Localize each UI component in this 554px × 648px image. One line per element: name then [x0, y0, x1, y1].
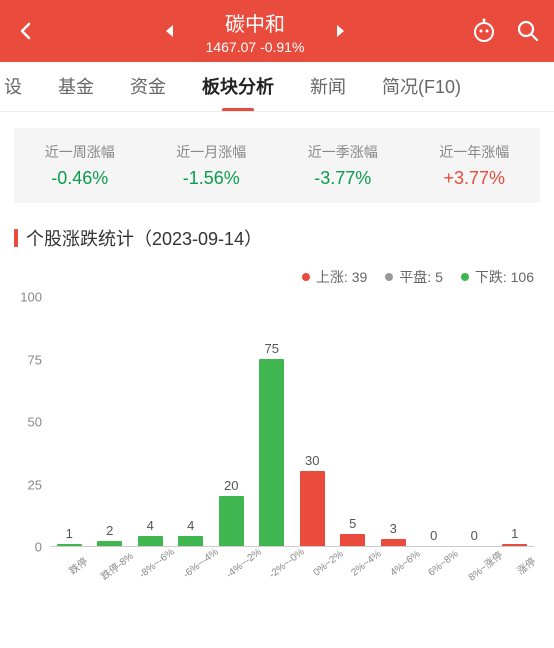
- y-axis: 0255075100: [10, 297, 46, 547]
- bar-value-label: 20: [224, 478, 238, 493]
- chart-legend: 上涨: 39 平盘: 5 下跌: 106: [0, 267, 554, 297]
- distribution-chart: 0255075100 124420753053001 跌停跌停-8%-8%~-6…: [0, 297, 554, 597]
- robot-icon[interactable]: [470, 17, 498, 45]
- bar-value-label: 75: [265, 341, 279, 356]
- x-label-8: 4%~6%: [382, 542, 425, 583]
- bar-value-label: 30: [305, 453, 319, 468]
- y-tick: 100: [20, 290, 42, 305]
- bar: [178, 536, 203, 546]
- bar-col-7: 5: [334, 516, 373, 547]
- x-label-0: 跌停: [54, 542, 97, 583]
- period-stats-row: 近一周涨幅-0.46%近一月涨幅-1.56%近一季涨幅-3.77%近一年涨幅+3…: [14, 128, 540, 203]
- x-label-10: 8%~涨停: [460, 541, 506, 584]
- tab-partial[interactable]: 设: [0, 62, 40, 112]
- period-stat-3: 近一年涨幅+3.77%: [409, 142, 541, 189]
- next-icon[interactable]: [326, 17, 354, 45]
- y-tick: 50: [28, 415, 42, 430]
- back-icon[interactable]: [12, 17, 40, 45]
- legend-down: 下跌: 106: [461, 267, 534, 287]
- bar-value-label: 3: [390, 521, 397, 536]
- x-axis-labels: 跌停跌停-8%-8%~-6%-6%~-4%-4%~-2%-2%~-0%0%~2%…: [50, 553, 534, 576]
- period-stat-2: 近一季涨幅-3.77%: [277, 142, 409, 189]
- legend-flat: 平盘: 5: [385, 267, 443, 287]
- tab-3[interactable]: 新闻: [292, 62, 364, 112]
- bar-value-label: 1: [511, 526, 518, 541]
- y-tick: 25: [28, 477, 42, 492]
- x-label-11: 涨停: [501, 542, 544, 583]
- x-label-6: 0%~2%: [306, 542, 349, 583]
- y-tick: 75: [28, 352, 42, 367]
- tab-2[interactable]: 板块分析: [184, 62, 292, 112]
- bar-col-5: 75: [253, 341, 292, 547]
- bar-value-label: 1: [66, 526, 73, 541]
- tab-4[interactable]: 简况(F10): [364, 62, 479, 112]
- bar-col-6: 30: [293, 453, 332, 546]
- y-tick: 0: [35, 540, 42, 555]
- bar: [259, 359, 284, 547]
- x-label-9: 6%~8%: [421, 542, 464, 583]
- bar-col-3: 4: [172, 518, 211, 546]
- bar-col-8: 3: [374, 521, 413, 547]
- tab-0[interactable]: 基金: [40, 62, 112, 112]
- bar: [219, 496, 244, 546]
- bar-value-label: 4: [147, 518, 154, 533]
- legend-up: 上涨: 39: [302, 267, 367, 287]
- stock-title: 碳中和: [206, 8, 305, 37]
- chart-plot: 124420753053001: [50, 297, 534, 547]
- tab-bar: 设 基金资金板块分析新闻简况(F10): [0, 62, 554, 112]
- prev-icon[interactable]: [156, 17, 184, 45]
- x-label-1: 跌停-8%: [92, 541, 136, 582]
- tab-1[interactable]: 资金: [112, 62, 184, 112]
- bar-value-label: 5: [349, 516, 356, 531]
- period-stat-1: 近一月涨幅-1.56%: [146, 142, 278, 189]
- bar: [381, 539, 406, 547]
- bar-value-label: 4: [187, 518, 194, 533]
- bar: [300, 471, 325, 546]
- bar-col-4: 20: [212, 478, 251, 546]
- app-header: 碳中和 1467.07 -0.91%: [0, 0, 554, 62]
- stock-subinfo: 1467.07 -0.91%: [206, 39, 305, 55]
- section-title: 个股涨跌统计（2023-09-14）: [0, 219, 554, 267]
- period-stat-0: 近一周涨幅-0.46%: [14, 142, 146, 189]
- x-label-7: 2%~4%: [344, 542, 387, 583]
- bar-value-label: 0: [430, 528, 437, 543]
- bar: [340, 534, 365, 547]
- bar-value-label: 2: [106, 523, 113, 538]
- search-icon[interactable]: [514, 17, 542, 45]
- bar-value-label: 0: [471, 528, 478, 543]
